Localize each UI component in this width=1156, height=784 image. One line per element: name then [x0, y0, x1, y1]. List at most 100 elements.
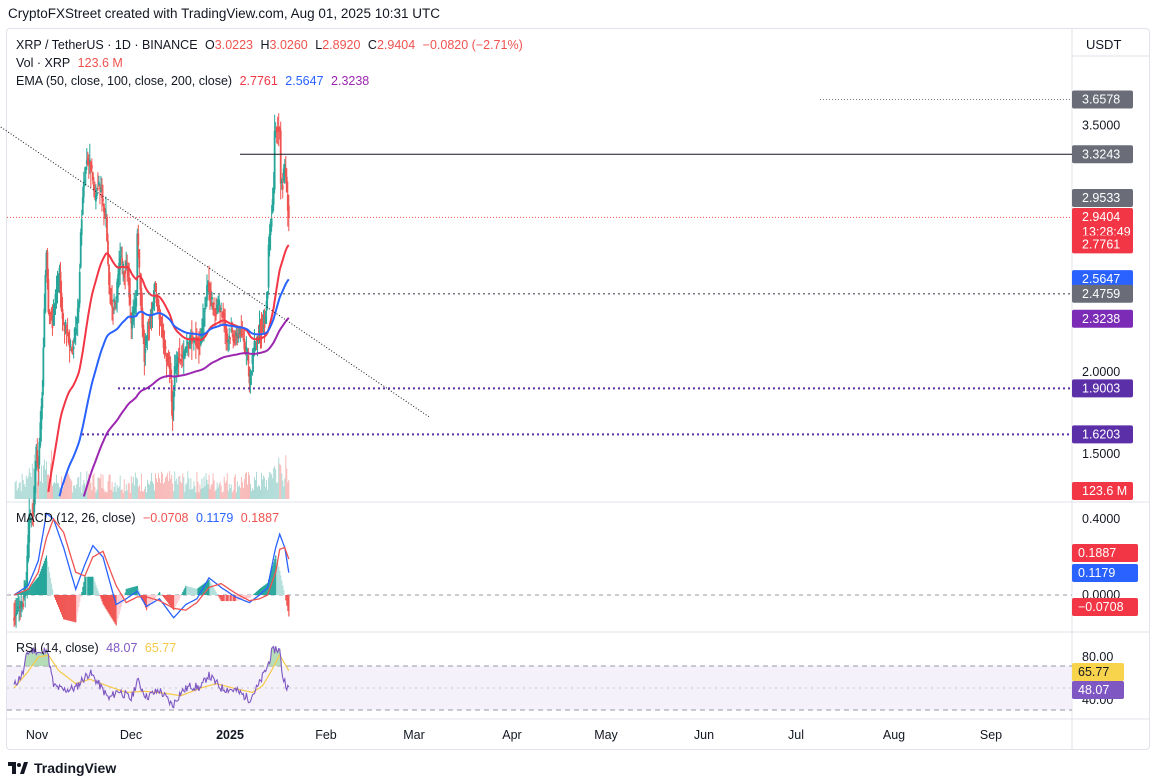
candle-body [142, 324, 145, 336]
macd-histogram-bar [215, 592, 217, 595]
volume-bar [170, 479, 172, 499]
candle-body [210, 290, 212, 297]
macd-histogram-bar [88, 576, 90, 595]
volume-bar [218, 484, 220, 499]
macd-histogram-bar [133, 586, 135, 595]
volume-bar [229, 488, 231, 499]
macd-histogram-bar [38, 574, 41, 595]
candle-body [118, 262, 121, 276]
volume-bar [38, 471, 40, 499]
price-tag-label: 1.9003 [1082, 381, 1120, 395]
tradingview-footer[interactable]: TradingView [8, 760, 116, 776]
candle-body [22, 603, 25, 607]
candle-body [56, 281, 59, 293]
macd-histogram-bar [118, 595, 120, 615]
volume-bar [286, 468, 288, 499]
rsi-band [7, 666, 1072, 710]
price-tag-label: 2.7761 [1082, 237, 1120, 251]
macd-histogram-bar [238, 595, 240, 601]
volume-bar [123, 479, 125, 499]
volume-bar [80, 471, 82, 499]
macd-histogram-bar [178, 595, 180, 601]
volume-bar [149, 484, 150, 499]
volume-bar [120, 489, 122, 499]
macd-histogram-bar [100, 595, 102, 599]
volume-bar [87, 482, 89, 499]
macd-histogram-bar [190, 587, 192, 595]
volume-bar [258, 485, 259, 499]
volume-bar [192, 488, 194, 499]
candle-body [260, 328, 263, 332]
macd-histogram-bar [128, 588, 130, 595]
candle-body [115, 297, 117, 299]
candle-body [129, 293, 132, 305]
volume-bar [110, 489, 112, 499]
volume-bar [247, 472, 249, 499]
volume-bar [195, 492, 197, 499]
macd-histogram-bar [251, 595, 254, 596]
candle-body [60, 292, 63, 311]
candle-body [271, 199, 274, 213]
volume-bar [77, 477, 79, 499]
candle-body [123, 272, 126, 278]
candle-body [268, 233, 271, 249]
macd-tag [1072, 598, 1138, 616]
macd-histogram-bar [168, 595, 170, 604]
candle-body [209, 286, 211, 295]
volume-bar [186, 482, 188, 499]
candle-body [99, 187, 101, 190]
price-tag-label: 3.6578 [1082, 92, 1120, 106]
macd-histogram-bar [169, 595, 171, 605]
macd-histogram-bar [255, 591, 258, 595]
candle-body [119, 257, 122, 270]
candle-body [204, 310, 206, 312]
price-tag [1072, 284, 1133, 303]
volume-bar [26, 478, 28, 499]
macd-histogram-bar [69, 595, 71, 621]
volume-bar [242, 487, 244, 499]
macd-histogram-bar [206, 581, 208, 595]
volume-bar [102, 474, 104, 499]
volume-bar [134, 472, 136, 499]
macd-histogram-bar [124, 592, 126, 595]
volume-bar [43, 459, 45, 499]
volume-bar [209, 489, 211, 499]
ema200-value: 2.3238 [331, 74, 370, 88]
macd-histogram-bar [234, 595, 236, 602]
macd-histogram-bar [140, 595, 143, 597]
volume-bar [238, 485, 240, 499]
macd-histogram-bar [186, 586, 188, 595]
candle-body [222, 311, 225, 316]
candle-body [107, 241, 109, 264]
macd-histogram-bar [129, 587, 131, 595]
rsi-overbought-fill [42, 653, 45, 666]
candle-body [236, 335, 239, 339]
volume-bar [217, 487, 219, 499]
symbol-label[interactable]: XRP / TetherUS · 1D · BINANCE [16, 38, 198, 52]
rsi-overbought-fill [43, 647, 46, 666]
volume-bar [243, 479, 245, 499]
macd-histogram-bar [177, 595, 179, 603]
candle-body [52, 315, 55, 325]
macd-histogram-bar [54, 595, 57, 600]
rsi-overbought-fill [275, 646, 277, 666]
candle-body [70, 348, 73, 352]
candle-body [227, 339, 230, 343]
macd-histogram-bar [108, 595, 110, 614]
volume-bar [148, 483, 149, 499]
candle-body [266, 291, 269, 299]
macd-histogram-bar [261, 587, 263, 595]
candle-body [95, 192, 98, 197]
volume-bar [20, 491, 22, 499]
candle-body [21, 601, 24, 606]
volume-bar [222, 491, 224, 499]
macd-histogram-bar [174, 595, 176, 609]
macd-histogram-bar [194, 588, 196, 595]
macd-histogram-bar [175, 595, 177, 607]
candle-body [163, 340, 166, 351]
macd-histogram-bar [240, 595, 243, 600]
volume-bar [205, 473, 207, 499]
currency-label[interactable]: USDT [1086, 37, 1122, 52]
price-tag-label: 2.4759 [1082, 287, 1120, 301]
